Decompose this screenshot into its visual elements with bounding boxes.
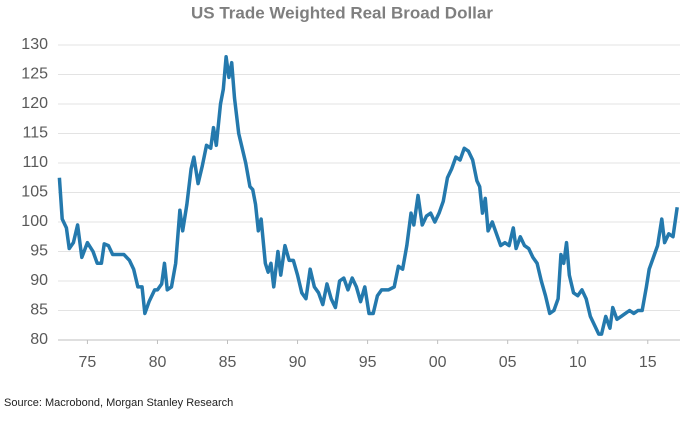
x-tick-label: 75 <box>79 354 97 371</box>
y-tick-label: 90 <box>30 272 48 289</box>
chart-title: US Trade Weighted Real Broad Dollar <box>191 3 493 22</box>
y-tick-label: 100 <box>21 213 48 230</box>
source-note: Source: Macrobond, Morgan Stanley Resear… <box>4 397 233 409</box>
y-tick-label: 110 <box>22 154 48 171</box>
y-tick-label: 105 <box>21 184 48 201</box>
x-tick-label: 95 <box>359 354 377 371</box>
x-tick-label: 90 <box>289 354 307 371</box>
x-tick-label: 10 <box>569 354 587 371</box>
y-tick-label: 120 <box>21 95 48 112</box>
x-tick-label: 00 <box>429 354 447 371</box>
y-tick-label: 130 <box>21 36 48 53</box>
x-tick-label: 80 <box>149 354 167 371</box>
x-tick-label: 85 <box>219 354 237 371</box>
line-series <box>57 55 679 336</box>
y-tick-label: 85 <box>30 302 48 319</box>
y-tick-label: 115 <box>22 125 48 142</box>
y-tick-label: 80 <box>30 331 48 348</box>
x-tick-label: 15 <box>639 354 657 371</box>
y-tick-label: 125 <box>21 66 48 83</box>
y-tick-label: 95 <box>30 243 48 260</box>
x-tick-label: 05 <box>499 354 517 371</box>
